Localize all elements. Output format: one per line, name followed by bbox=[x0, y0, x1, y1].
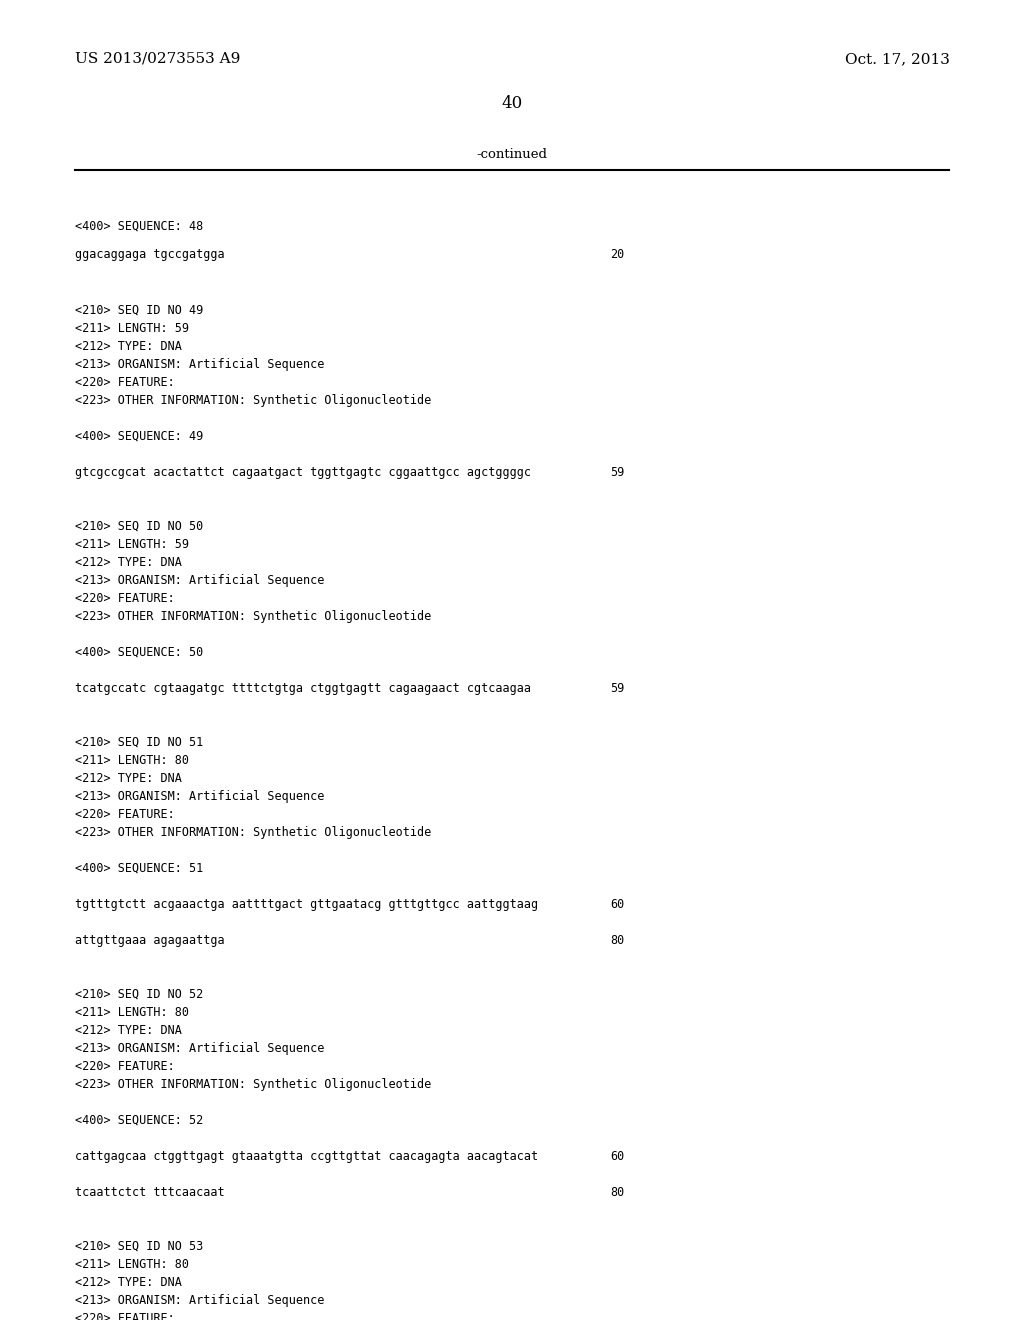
Text: <211> LENGTH: 80: <211> LENGTH: 80 bbox=[75, 1006, 189, 1019]
Text: gtcgccgcat acactattct cagaatgact tggttgagtc cggaattgcc agctggggc: gtcgccgcat acactattct cagaatgact tggttga… bbox=[75, 466, 531, 479]
Text: <213> ORGANISM: Artificial Sequence: <213> ORGANISM: Artificial Sequence bbox=[75, 358, 325, 371]
Text: <223> OTHER INFORMATION: Synthetic Oligonucleotide: <223> OTHER INFORMATION: Synthetic Oligo… bbox=[75, 1078, 431, 1092]
Text: cattgagcaa ctggttgagt gtaaatgtta ccgttgttat caacagagta aacagtacat: cattgagcaa ctggttgagt gtaaatgtta ccgttgt… bbox=[75, 1150, 539, 1163]
Text: -continued: -continued bbox=[476, 148, 548, 161]
Text: <400> SEQUENCE: 50: <400> SEQUENCE: 50 bbox=[75, 645, 203, 659]
Text: <210> SEQ ID NO 50: <210> SEQ ID NO 50 bbox=[75, 520, 203, 533]
Text: <400> SEQUENCE: 52: <400> SEQUENCE: 52 bbox=[75, 1114, 203, 1127]
Text: <212> TYPE: DNA: <212> TYPE: DNA bbox=[75, 341, 182, 352]
Text: <211> LENGTH: 59: <211> LENGTH: 59 bbox=[75, 322, 189, 335]
Text: 59: 59 bbox=[610, 466, 625, 479]
Text: <210> SEQ ID NO 53: <210> SEQ ID NO 53 bbox=[75, 1239, 203, 1253]
Text: 59: 59 bbox=[610, 682, 625, 696]
Text: <212> TYPE: DNA: <212> TYPE: DNA bbox=[75, 556, 182, 569]
Text: <212> TYPE: DNA: <212> TYPE: DNA bbox=[75, 1276, 182, 1290]
Text: <211> LENGTH: 80: <211> LENGTH: 80 bbox=[75, 1258, 189, 1271]
Text: 80: 80 bbox=[610, 1185, 625, 1199]
Text: tcaattctct tttcaacaat: tcaattctct tttcaacaat bbox=[75, 1185, 224, 1199]
Text: 20: 20 bbox=[610, 248, 625, 261]
Text: 40: 40 bbox=[502, 95, 522, 112]
Text: <210> SEQ ID NO 52: <210> SEQ ID NO 52 bbox=[75, 987, 203, 1001]
Text: <220> FEATURE:: <220> FEATURE: bbox=[75, 1060, 175, 1073]
Text: tcatgccatc cgtaagatgc ttttctgtga ctggtgagtt cagaagaact cgtcaagaa: tcatgccatc cgtaagatgc ttttctgtga ctggtga… bbox=[75, 682, 531, 696]
Text: tgtttgtctt acgaaactga aattttgact gttgaatacg gtttgttgcc aattggtaag: tgtttgtctt acgaaactga aattttgact gttgaat… bbox=[75, 898, 539, 911]
Text: <400> SEQUENCE: 49: <400> SEQUENCE: 49 bbox=[75, 430, 203, 444]
Text: 60: 60 bbox=[610, 1150, 625, 1163]
Text: <223> OTHER INFORMATION: Synthetic Oligonucleotide: <223> OTHER INFORMATION: Synthetic Oligo… bbox=[75, 610, 431, 623]
Text: Oct. 17, 2013: Oct. 17, 2013 bbox=[845, 51, 950, 66]
Text: <220> FEATURE:: <220> FEATURE: bbox=[75, 591, 175, 605]
Text: <212> TYPE: DNA: <212> TYPE: DNA bbox=[75, 1024, 182, 1038]
Text: <213> ORGANISM: Artificial Sequence: <213> ORGANISM: Artificial Sequence bbox=[75, 1294, 325, 1307]
Text: <210> SEQ ID NO 49: <210> SEQ ID NO 49 bbox=[75, 304, 203, 317]
Text: <211> LENGTH: 80: <211> LENGTH: 80 bbox=[75, 754, 189, 767]
Text: <212> TYPE: DNA: <212> TYPE: DNA bbox=[75, 772, 182, 785]
Text: <223> OTHER INFORMATION: Synthetic Oligonucleotide: <223> OTHER INFORMATION: Synthetic Oligo… bbox=[75, 393, 431, 407]
Text: <220> FEATURE:: <220> FEATURE: bbox=[75, 808, 175, 821]
Text: attgttgaaa agagaattga: attgttgaaa agagaattga bbox=[75, 935, 224, 946]
Text: <223> OTHER INFORMATION: Synthetic Oligonucleotide: <223> OTHER INFORMATION: Synthetic Oligo… bbox=[75, 826, 431, 840]
Text: <213> ORGANISM: Artificial Sequence: <213> ORGANISM: Artificial Sequence bbox=[75, 1041, 325, 1055]
Text: <220> FEATURE:: <220> FEATURE: bbox=[75, 376, 175, 389]
Text: 80: 80 bbox=[610, 935, 625, 946]
Text: US 2013/0273553 A9: US 2013/0273553 A9 bbox=[75, 51, 241, 66]
Text: <210> SEQ ID NO 51: <210> SEQ ID NO 51 bbox=[75, 737, 203, 748]
Text: <211> LENGTH: 59: <211> LENGTH: 59 bbox=[75, 539, 189, 550]
Text: <400> SEQUENCE: 51: <400> SEQUENCE: 51 bbox=[75, 862, 203, 875]
Text: <213> ORGANISM: Artificial Sequence: <213> ORGANISM: Artificial Sequence bbox=[75, 789, 325, 803]
Text: 60: 60 bbox=[610, 898, 625, 911]
Text: <220> FEATURE:: <220> FEATURE: bbox=[75, 1312, 175, 1320]
Text: ggacaggaga tgccgatgga: ggacaggaga tgccgatgga bbox=[75, 248, 224, 261]
Text: <400> SEQUENCE: 48: <400> SEQUENCE: 48 bbox=[75, 220, 203, 234]
Text: <213> ORGANISM: Artificial Sequence: <213> ORGANISM: Artificial Sequence bbox=[75, 574, 325, 587]
